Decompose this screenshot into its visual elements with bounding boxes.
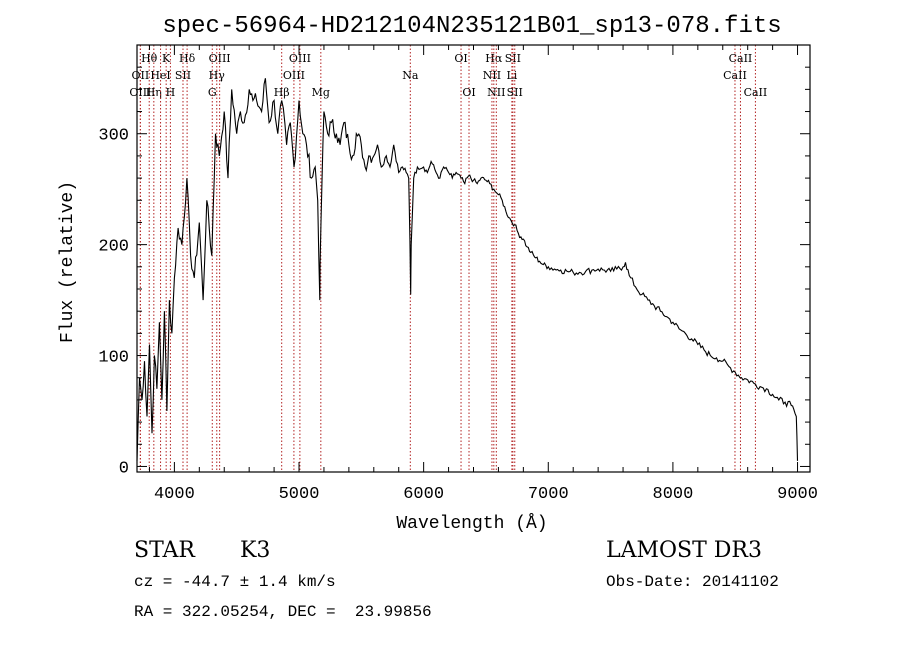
line-marker-label: HeI [150,69,170,82]
line-marker-label: K [162,52,171,65]
line-marker-label: H [166,86,176,99]
line-marker-label: CaII [744,86,768,99]
obs-date: Obs-Date: 20141102 [606,573,779,591]
x-tick-label: 7000 [528,485,569,504]
star-label: STAR [134,538,195,563]
x-axis-label: Wavelength (Å) [396,513,547,534]
plot-axes: 4000 5000 6000 7000 8000 9000 0 100 200 300 [98,44,818,504]
y-tick-label: 300 [98,127,129,146]
y-axis-label: Flux (relative) [58,181,78,343]
spectrum-series [136,78,799,461]
line-marker-label: G [208,86,217,99]
y-tick-label: 100 [98,349,129,368]
line-marker-label: OIII [209,52,231,65]
line-marker-label: Hθ [141,52,158,65]
y-tick-label: 0 [119,459,129,478]
line-marker-label: CaII [723,69,747,82]
plot-frame [136,44,811,473]
line-marker-label: SII [505,52,521,65]
line-marker-label: Hγ [209,69,226,82]
y-tick-label: 200 [98,238,129,257]
line-marker-label: Na [402,69,419,82]
line-marker-label: CaII [729,52,753,65]
line-marker-label: SII [507,86,523,99]
x-tick-label: 4000 [154,485,195,504]
coordinates: RA = 322.05254, DEC = 23.99856 [134,603,432,621]
survey-name: LAMOST DR3 [606,538,762,563]
line-marker-label: OIII [129,86,151,99]
line-marker-label: Li [506,69,517,82]
line-marker-label: OI [462,86,475,99]
x-tick-label: 8000 [653,485,694,504]
line-marker-label: Hδ [179,52,196,65]
line-marker-label: NII [483,69,501,82]
line-marker-label: Hα [485,52,503,65]
line-marker-label: SII [175,69,191,82]
x-tick-label: 5000 [279,485,320,504]
line-marker-label: NII [487,86,505,99]
line-marker-label: Mg [312,86,330,99]
x-tick-label: 6000 [403,485,444,504]
chart-title: spec-56964-HD212104N235121B01_sp13-078.f… [162,13,781,40]
line-marker-label: OIII [289,52,311,65]
spectral-type: K3 [240,538,271,563]
line-marker-label: OI [454,52,467,65]
line-marker-label: OII [132,69,150,82]
spectrum-line-0 [136,78,799,461]
redshift-text: cz = -44.7 ± 1.4 km/s [134,573,336,591]
line-marker-label: Hη [146,86,162,99]
line-marker-label: Hβ [274,86,290,99]
line-marker-label: OIII [283,69,305,82]
x-tick-label: 9000 [777,485,818,504]
